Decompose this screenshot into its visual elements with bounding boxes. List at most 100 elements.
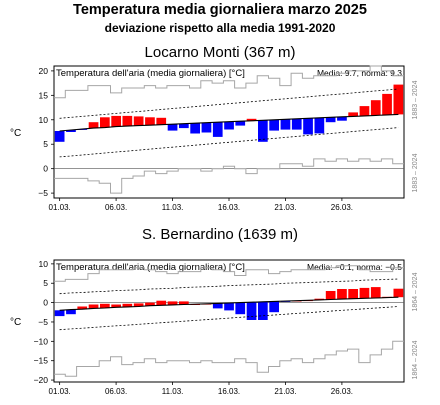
page-subtitle: deviazione rispetto alla media 1991-2020	[104, 21, 336, 35]
y-tick-label: −15	[34, 356, 49, 366]
bar-day-19	[258, 301, 268, 320]
x-tick-label: 21.03.	[274, 203, 296, 212]
bar-day-31	[393, 288, 404, 298]
bar-day-5	[100, 303, 110, 309]
bar-day-11	[167, 124, 178, 131]
bar-day-21	[280, 119, 291, 130]
locarno-chart: Locarno Monti (367 m) Temperatura dell'ar…	[10, 44, 419, 212]
x-tick-label: 06.03.	[105, 203, 127, 212]
bar-day-26	[337, 289, 347, 300]
bar-day-6	[111, 304, 121, 308]
y-tick-label: 0	[43, 298, 48, 308]
lower-dashed-line	[59, 306, 399, 331]
record-min-line	[54, 340, 404, 377]
bar-day-27	[348, 112, 358, 117]
bar-day-18	[246, 118, 257, 121]
station-title: Locarno Monti (367 m)	[145, 44, 296, 61]
bar-day-7	[122, 303, 133, 307]
bar-day-8	[133, 303, 144, 307]
bar-day-29	[370, 287, 381, 298]
bar-day-25	[325, 117, 336, 123]
bar-day-15	[212, 303, 223, 309]
summary-label: Media: 9.7, norma: 9.3	[317, 68, 402, 78]
bar-day-29	[370, 100, 381, 116]
x-tick-label: 26.03.	[331, 387, 353, 396]
bar-day-6	[111, 115, 121, 127]
y-tick-label: 5	[43, 139, 48, 149]
bar-day-7	[122, 115, 133, 127]
x-tick-label: 26.03.	[331, 203, 353, 212]
bar-day-12	[179, 123, 189, 129]
x-tick-label: 11.03.	[162, 387, 184, 396]
bar-day-13	[190, 123, 200, 134]
y-tick-label: 10	[39, 259, 49, 269]
x-tick-label: 06.03.	[105, 387, 127, 396]
station-title: S. Bernardino (1639 m)	[142, 226, 298, 243]
bar-day-16	[224, 121, 234, 130]
sanbernardino-chart: S. Bernardino (1639 m) Temperatura dell'a…	[10, 226, 419, 396]
bar-day-28	[359, 106, 370, 116]
y-tick-label: −5	[38, 317, 48, 327]
normal-line	[59, 296, 399, 311]
bar-day-28	[359, 287, 370, 299]
bar-day-3	[77, 306, 88, 310]
y-axis-label: °C	[10, 317, 21, 328]
bar-day-25	[325, 291, 336, 300]
bar-day-20	[269, 301, 279, 313]
period-label-top: 1883 – 2024	[412, 80, 419, 119]
upper-dashed-line	[59, 88, 399, 119]
bar-day-17	[235, 121, 246, 126]
bar-day-23	[303, 118, 313, 135]
bar-day-20	[269, 119, 279, 131]
bar-day-9	[145, 117, 155, 126]
y-tick-label: −5	[38, 188, 48, 198]
y-tick-label: 20	[39, 66, 49, 76]
x-tick-label: 11.03.	[162, 203, 184, 212]
y-tick-label: −10	[34, 336, 49, 346]
bar-day-11	[167, 301, 178, 305]
bar-day-31	[393, 84, 404, 115]
x-tick-label: 21.03.	[274, 387, 296, 396]
bar-day-1	[54, 131, 65, 142]
bar-day-14	[201, 122, 212, 133]
bar-day-2	[66, 309, 76, 315]
page-title: Temperatura media giornaliera marzo 2025	[73, 2, 367, 18]
bar-day-8	[133, 116, 144, 126]
bar-day-16	[224, 303, 234, 311]
y-axis-label: °C	[10, 128, 21, 139]
x-tick-label: 16.03.	[218, 203, 240, 212]
bar-day-12	[179, 301, 189, 305]
bar-day-30	[382, 93, 392, 115]
bar-day-24	[314, 117, 325, 134]
bar-day-17	[235, 302, 246, 315]
x-tick-label: 01.03.	[49, 203, 71, 212]
y-tick-label: −20	[34, 375, 49, 385]
bar-day-19	[258, 120, 268, 142]
bar-day-27	[348, 289, 358, 299]
bar-day-4	[88, 304, 99, 309]
period-label-bottom: 1883 – 2024	[412, 153, 419, 192]
record-max-line	[54, 65, 404, 99]
record-min-line	[54, 158, 404, 194]
x-tick-label: 16.03.	[218, 387, 240, 396]
panel-label: Temperatura dell'aria (media giornaliera…	[56, 262, 245, 273]
y-tick-label: 0	[43, 164, 48, 174]
bar-day-15	[212, 122, 223, 137]
bar-day-5	[100, 117, 110, 128]
record-max-line	[54, 265, 404, 282]
lower-dashed-line	[59, 127, 399, 158]
bar-day-4	[88, 122, 99, 129]
x-tick-label: 01.03.	[49, 387, 71, 396]
bar-day-1	[54, 310, 65, 317]
normal-line	[59, 113, 399, 132]
bar-day-2	[66, 130, 76, 132]
summary-label: Media: −0.1, norma: −0.5	[307, 262, 402, 272]
bar-day-24	[314, 298, 325, 300]
bar-day-10	[156, 300, 167, 306]
panel-label: Temperatura dell'aria (media giornaliera…	[56, 68, 245, 79]
y-tick-label: 10	[39, 115, 49, 125]
bar-day-26	[337, 116, 347, 121]
plot-frame	[53, 259, 405, 383]
upper-dashed-line	[59, 278, 399, 295]
period-label-bottom: 1864 – 2024	[412, 340, 419, 379]
